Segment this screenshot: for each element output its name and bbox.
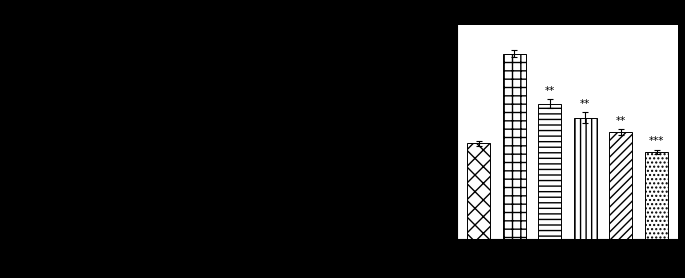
Bar xyxy=(610,132,632,239)
Bar xyxy=(645,152,668,239)
Bar xyxy=(503,54,525,239)
Text: g  FLUORESCENCE INTENSITY: g FLUORESCENCE INTENSITY xyxy=(457,11,651,24)
Bar xyxy=(467,143,490,239)
Y-axis label: Flourescence intensity: Flourescence intensity xyxy=(423,77,433,187)
Bar xyxy=(538,103,561,239)
Text: ***: *** xyxy=(649,136,664,146)
Text: **: ** xyxy=(616,116,626,126)
Text: **: ** xyxy=(545,86,555,96)
Bar xyxy=(574,118,597,239)
Text: **: ** xyxy=(580,98,590,108)
